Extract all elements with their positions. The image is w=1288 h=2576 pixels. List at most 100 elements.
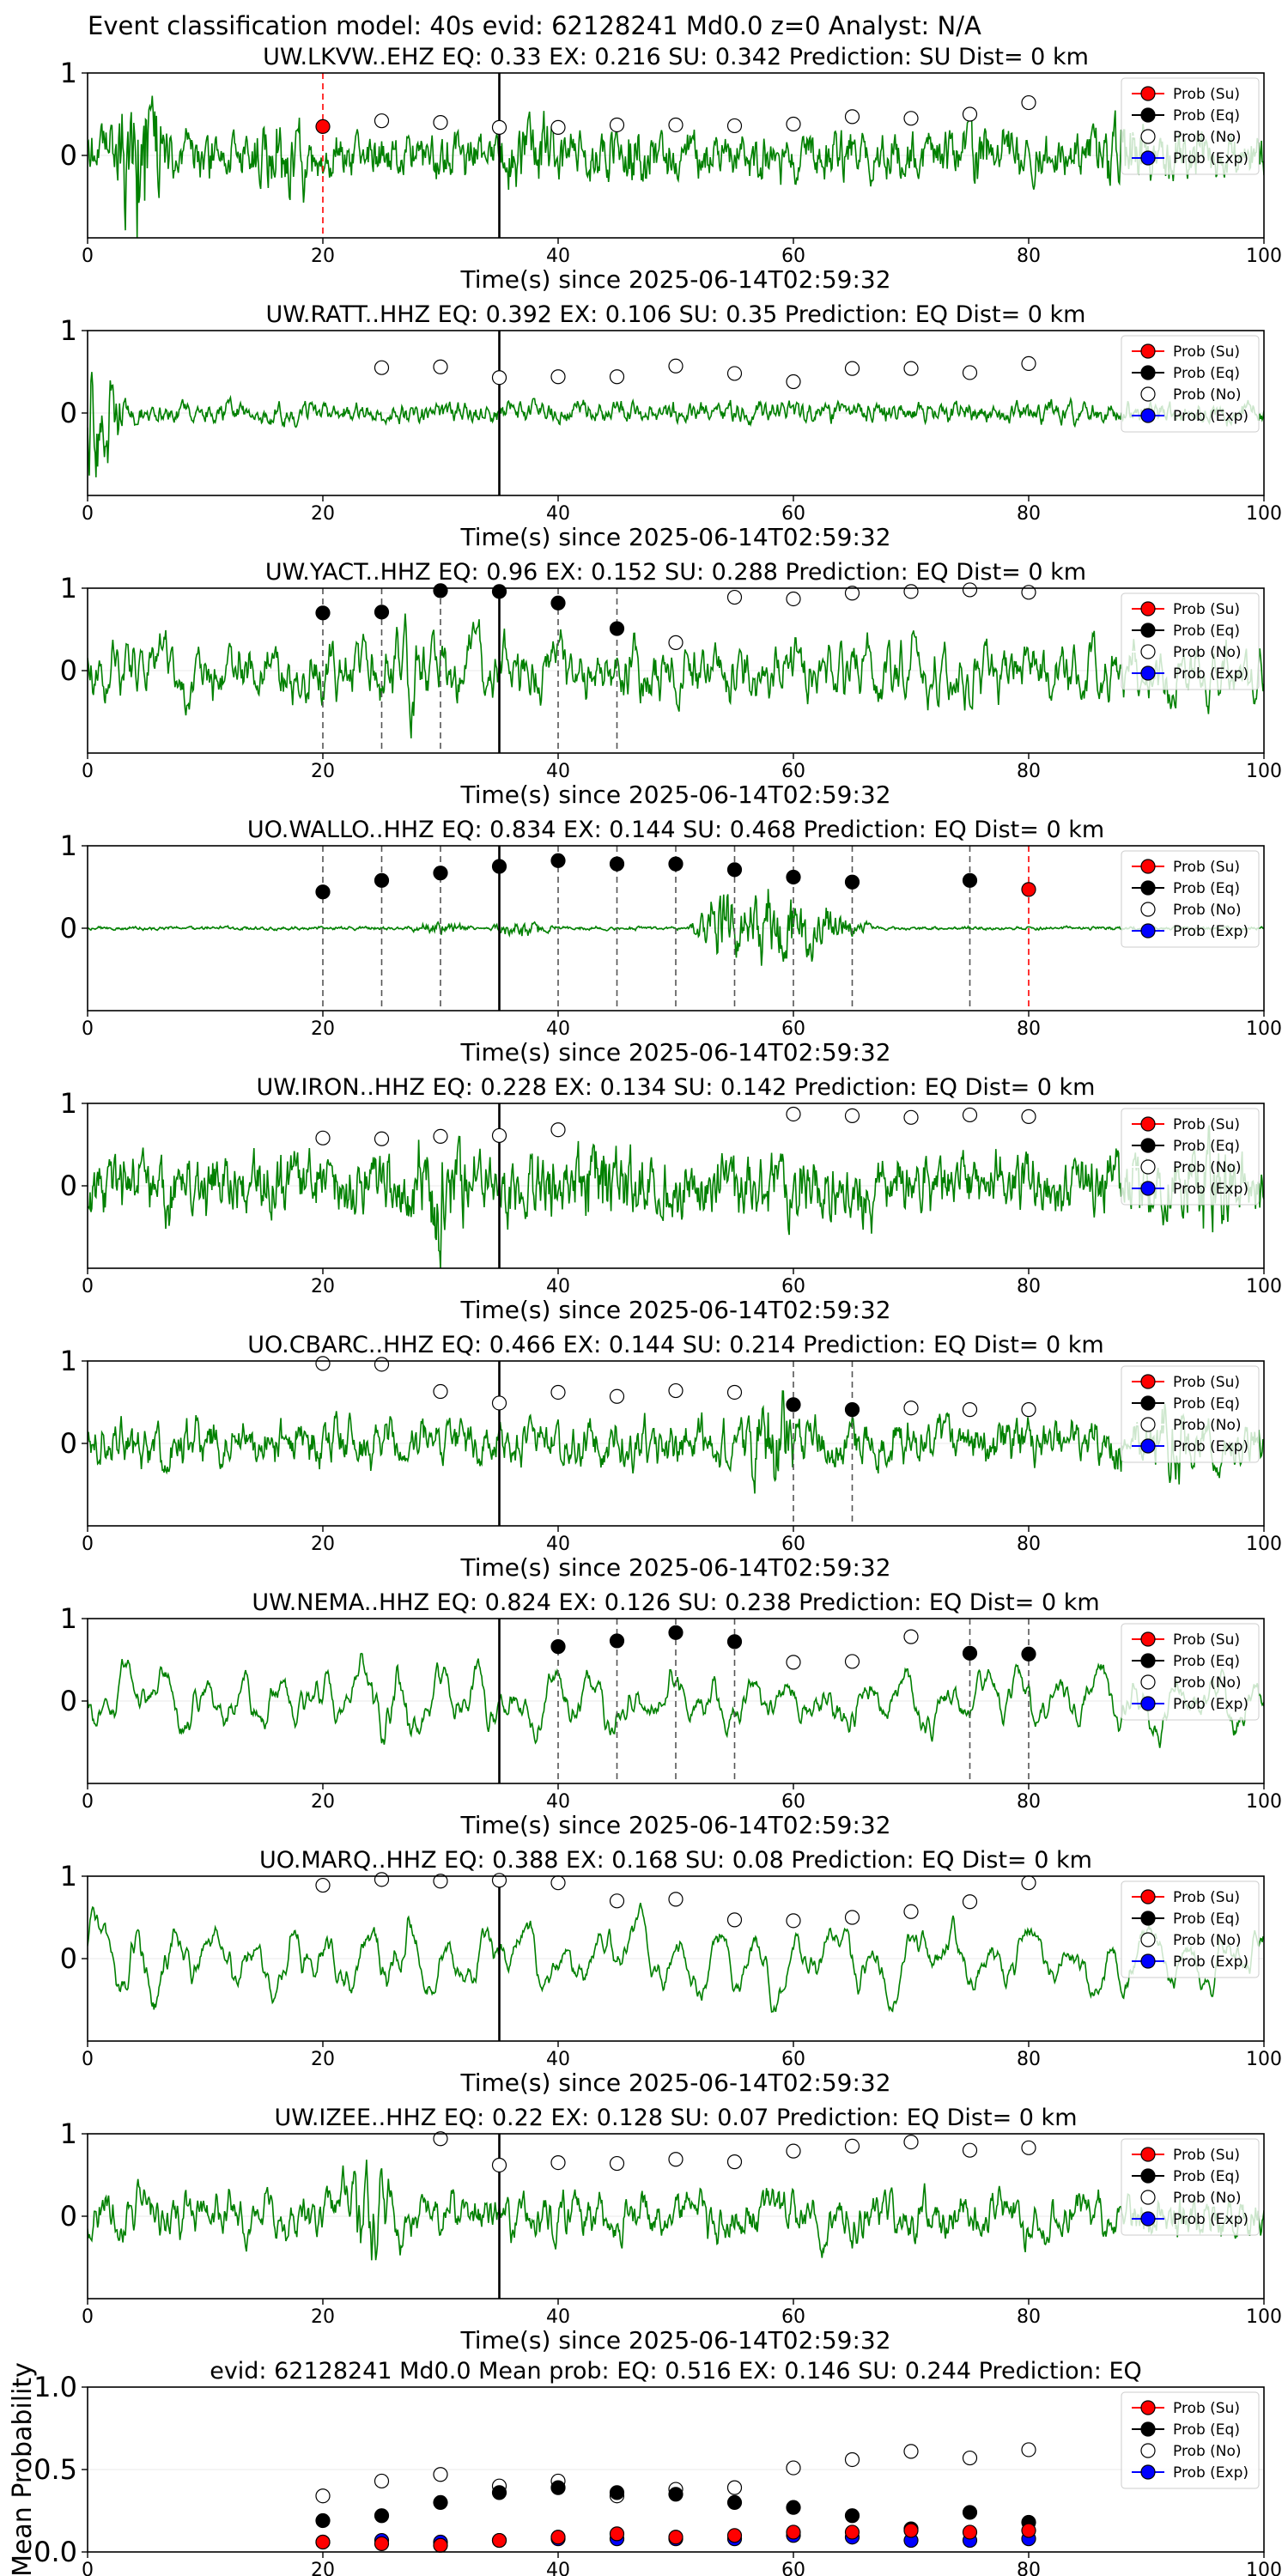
legend-label-no: Prob (No) xyxy=(1173,2443,1242,2460)
x-tick-label: 60 xyxy=(781,246,805,267)
prob-marker-no xyxy=(844,1910,860,1925)
x-tick-label: 100 xyxy=(1246,1018,1282,1040)
prob-marker-no xyxy=(903,1109,919,1125)
x-tick-label: 60 xyxy=(781,2306,805,2328)
legend-box xyxy=(1121,1365,1260,1463)
prob-marker-eq xyxy=(550,595,566,611)
legend: Prob (Su) Prob (Eq) Prob (No) Prob (Exp) xyxy=(1121,592,1260,690)
mean-prob-marker-no xyxy=(962,2450,978,2466)
x-tick-label: 100 xyxy=(1246,1276,1282,1297)
legend-marker-eq xyxy=(1140,623,1156,638)
mean-prob-marker-no xyxy=(433,2467,448,2482)
x-tick-label: 0 xyxy=(82,1018,94,1040)
prob-marker-no xyxy=(726,118,743,134)
legend-marker-no xyxy=(1140,2190,1156,2205)
x-axis-label: Time(s) since 2025-06-14T02:59:32 xyxy=(459,1811,890,1839)
x-tick-label: 60 xyxy=(781,1276,805,1297)
prob-marker-no xyxy=(433,115,448,131)
legend-marker-exp xyxy=(1140,1181,1156,1196)
prob-marker-eq xyxy=(491,859,507,874)
y-tick-label: 1 xyxy=(60,1345,77,1377)
legend-label-su: Prob (Su) xyxy=(1173,86,1240,103)
prob-marker-no xyxy=(962,1402,978,1418)
prob-marker-no xyxy=(374,1131,390,1146)
x-tick-label: 40 xyxy=(546,1276,570,1297)
prob-marker-no xyxy=(962,1894,978,1910)
x-tick-label: 0 xyxy=(82,1791,94,1813)
prob-marker-no xyxy=(609,1388,625,1404)
y-tick-label: 0 xyxy=(60,654,77,687)
prob-marker-no xyxy=(844,109,860,125)
prob-marker-no xyxy=(668,117,683,133)
y-tick-label: 1 xyxy=(60,1860,77,1893)
legend-label-su: Prob (Su) xyxy=(1173,343,1240,361)
prob-marker-no xyxy=(844,586,860,601)
legend-marker-eq xyxy=(1140,365,1156,380)
prob-marker-no xyxy=(726,1384,743,1400)
legend-marker-eq xyxy=(1140,1138,1156,1153)
x-tick-label: 0 xyxy=(82,761,94,782)
prob-marker-eq xyxy=(374,872,390,888)
prob-marker-no xyxy=(491,1127,507,1144)
prob-marker-no xyxy=(1021,355,1036,371)
prob-marker-no xyxy=(903,1400,919,1416)
prob-marker-no xyxy=(374,360,390,375)
legend-marker-su xyxy=(1140,601,1156,617)
x-tick-label: 80 xyxy=(1017,1534,1041,1555)
prob-marker-no xyxy=(550,119,566,135)
y-tick-label: 1 xyxy=(60,314,77,347)
y-tick-label: 0 xyxy=(60,1170,77,1202)
figure-suptitle: Event classification model: 40s evid: 62… xyxy=(88,11,981,40)
x-tick-label: 100 xyxy=(1246,2049,1282,2070)
legend-label-exp: Prob (Exp) xyxy=(1173,2211,1249,2228)
legend-label-eq: Prob (Eq) xyxy=(1173,1138,1240,1155)
x-tick-label: 100 xyxy=(1246,2306,1282,2328)
x-tick-label: 80 xyxy=(1017,503,1041,525)
x-tick-label: 20 xyxy=(311,2306,335,2328)
prob-marker-no xyxy=(962,582,978,598)
legend-label-su: Prob (Su) xyxy=(1173,2147,1240,2164)
prob-marker-no xyxy=(726,2154,743,2170)
x-tick-label: 80 xyxy=(1017,1791,1041,1813)
x-tick-label: 80 xyxy=(1017,2306,1041,2328)
prob-marker-no xyxy=(609,1893,625,1909)
x-tick-label: 0 xyxy=(82,2560,94,2576)
prob-marker-no xyxy=(726,366,743,381)
prob-marker-no xyxy=(491,370,507,386)
legend-marker-exp xyxy=(1140,2464,1156,2480)
legend-label-no: Prob (No) xyxy=(1173,129,1242,146)
legend-box xyxy=(1121,2391,1260,2489)
y-tick-label: 0 xyxy=(60,1427,77,1460)
legend-marker-no xyxy=(1140,1674,1156,1690)
legend: Prob (Su) Prob (Eq) Prob (No) Prob (Exp) xyxy=(1121,2138,1260,2236)
x-tick-label: 100 xyxy=(1246,2560,1282,2576)
mean-prob-marker-no xyxy=(844,2451,860,2468)
legend-marker-no xyxy=(1140,1417,1156,1432)
prob-marker-eq xyxy=(726,1634,743,1649)
prob-marker-no xyxy=(374,1357,390,1372)
legend-label-eq: Prob (Eq) xyxy=(1173,623,1240,640)
prob-marker-no xyxy=(844,1108,860,1124)
legend-marker-no xyxy=(1140,2443,1156,2458)
prob-marker-no xyxy=(433,1874,448,1889)
panel-3: UW.YACT..HHZ EQ: 0.96 EX: 0.152 SU: 0.28… xyxy=(60,559,1282,809)
legend-label-eq: Prob (Eq) xyxy=(1173,880,1240,897)
prob-marker-no xyxy=(1021,94,1036,111)
y-tick-label: 1 xyxy=(60,829,77,862)
legend-box xyxy=(1121,77,1260,175)
prob-marker-no xyxy=(668,635,683,650)
legend-label-no: Prob (No) xyxy=(1173,1932,1242,1949)
prob-marker-no xyxy=(962,365,978,380)
legend-marker-eq xyxy=(1140,107,1156,123)
prob-marker-no xyxy=(1021,1875,1036,1891)
x-tick-label: 40 xyxy=(546,246,570,267)
legend: Prob (Su) Prob (Eq) Prob (No) Prob (Exp) xyxy=(1121,2391,1260,2489)
prob-marker-eq xyxy=(550,853,566,868)
panel-title: UO.CBARC..HHZ EQ: 0.466 EX: 0.144 SU: 0.… xyxy=(247,1332,1103,1358)
legend: Prob (Su) Prob (Eq) Prob (No) Prob (Exp) xyxy=(1121,1108,1260,1206)
y-tick-label: 1 xyxy=(60,1602,77,1635)
mean-prob-marker-eq xyxy=(491,2485,507,2500)
legend-marker-no xyxy=(1140,644,1156,659)
mean-prob-marker-eq xyxy=(550,2480,566,2495)
